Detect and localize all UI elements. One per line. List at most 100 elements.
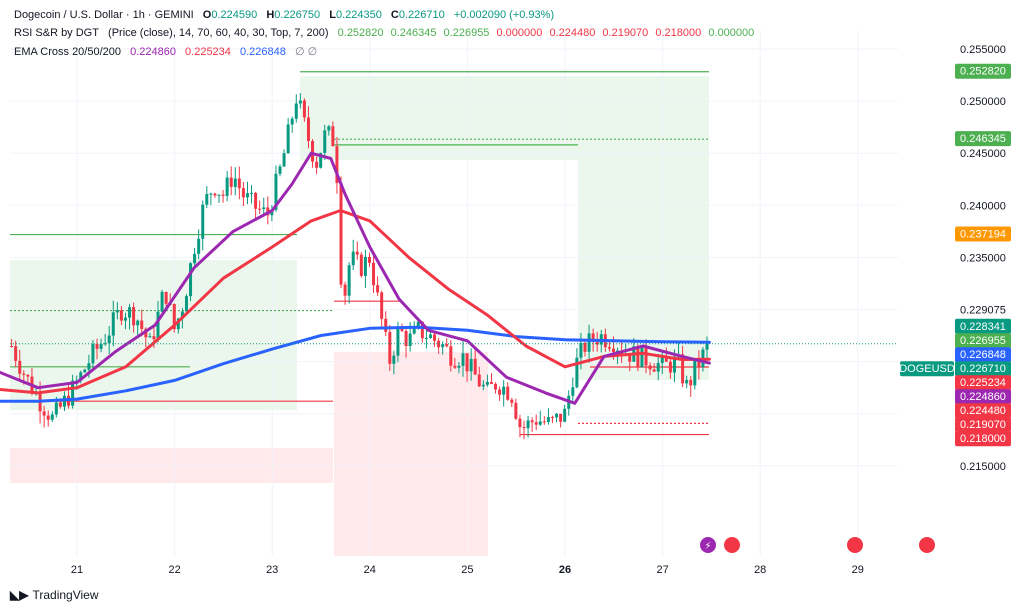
candle-body <box>79 372 83 381</box>
price-tick-label: 0.215000 <box>960 461 1006 473</box>
candle-body <box>359 254 363 276</box>
price-tags: 0.252820 0.246345 0.237194 0.228341 0.226955… <box>899 63 1011 447</box>
rsi-value: 0.246345 <box>390 27 437 39</box>
us-flag-event-icon[interactable] <box>919 537 935 553</box>
candle-body <box>705 343 709 350</box>
candle-body <box>347 265 351 296</box>
candle-body <box>306 117 310 142</box>
candle-body <box>376 285 380 293</box>
price-tag <box>955 131 1011 147</box>
time-tick-label: 24 <box>364 564 376 576</box>
candle-body <box>245 193 249 198</box>
candle-body <box>286 124 290 154</box>
rsi-legend[interactable]: RSI S&R by DGT (Price (close), 14, 70, 6… <box>14 27 758 39</box>
candle-body <box>119 310 123 321</box>
candle-body <box>457 365 461 368</box>
price-tag <box>955 226 1011 242</box>
candle-body <box>71 380 75 406</box>
candle-body <box>128 307 132 318</box>
green-zone-top <box>300 76 709 160</box>
candle-body <box>648 365 652 370</box>
rsi-value: 0.000000 <box>708 27 755 39</box>
candle-body <box>193 253 197 264</box>
candle-body <box>335 146 339 184</box>
candle-body <box>595 341 599 345</box>
price-tag <box>955 361 1011 377</box>
candle-body <box>522 427 526 429</box>
rsi-value: 0.224480 <box>549 27 596 39</box>
candle-body <box>485 382 489 385</box>
candle-body <box>534 422 538 425</box>
price-tag <box>955 63 1011 79</box>
ema-legend[interactable]: EMA Cross 20/50/200 0.224860 0.225234 0.… <box>14 45 323 58</box>
candle-body <box>160 291 164 312</box>
ohlc-open: O0.224590 <box>202 9 258 21</box>
symbol-legend[interactable]: Dogecoin / U.S. Dollar · 1h · GEMINI O0.… <box>14 9 560 21</box>
price-tag <box>955 318 1011 334</box>
candle-body <box>270 209 274 216</box>
symbol-tag-label: DOGEUSD <box>899 363 955 375</box>
candle-body <box>396 328 400 356</box>
candle-body <box>424 338 428 340</box>
candle-body <box>323 130 327 153</box>
rsi-value: 0.000000 <box>496 27 543 39</box>
time-tick-label: 25 <box>461 564 473 576</box>
event-markers[interactable]: ⚡ <box>700 537 935 553</box>
ema20-value: 0.224860 <box>130 46 176 58</box>
candle-body <box>494 383 498 390</box>
candle-body <box>282 153 286 167</box>
candle-body <box>87 363 91 370</box>
candle-body <box>681 354 685 384</box>
candle-body <box>546 417 550 423</box>
rsi-params: (Price (close), 14, 70, 60, 40, 30, Top,… <box>108 27 329 39</box>
candle-body <box>315 161 319 168</box>
ohlc-high: H0.226750 <box>266 9 321 21</box>
price-tag <box>955 333 1011 349</box>
time-tick-label: 26 <box>559 564 571 576</box>
candle-body <box>542 421 546 423</box>
candle-body <box>319 152 323 168</box>
price-tick-label: 0.240000 <box>960 200 1006 212</box>
candle-body <box>54 402 58 415</box>
candle-body <box>201 204 205 239</box>
candle-body <box>640 346 644 368</box>
ema200-line <box>0 325 711 403</box>
candle-body <box>327 126 331 131</box>
candle-body <box>156 311 160 340</box>
candle-body <box>298 100 302 104</box>
tradingview-logo[interactable]: ◣▶ TradingView <box>10 588 99 602</box>
candle-body <box>526 420 530 429</box>
us-flag-event-icon[interactable] <box>724 537 740 553</box>
rsi-name[interactable]: RSI S&R by DGT <box>14 27 99 39</box>
candle-body <box>384 318 388 332</box>
candle-body <box>697 360 701 368</box>
ema-name[interactable]: EMA Cross 20/50/200 <box>14 46 122 58</box>
candle-body <box>18 360 22 374</box>
candle-body <box>367 256 371 263</box>
candle-body <box>664 356 668 362</box>
candle-body <box>416 321 420 327</box>
ema-empty-values: ∅ ∅ <box>294 46 318 58</box>
candle-body <box>26 374 30 377</box>
candle-body <box>453 365 457 368</box>
symbol-title[interactable]: Dogecoin / U.S. Dollar · 1h · GEMINI <box>14 9 194 21</box>
candle-body <box>693 360 697 386</box>
price-tag-label: 0.224860 <box>960 391 1006 403</box>
time-axis[interactable]: 21 22 23 24 25 26 27 28 29 <box>71 564 864 576</box>
candle-body <box>550 417 554 419</box>
candle-body <box>148 336 152 338</box>
candle-body <box>123 317 127 321</box>
candle-body <box>197 238 201 254</box>
price-tag-label: 0.226955 <box>960 335 1006 347</box>
candle-body <box>579 342 583 358</box>
candle-body <box>189 263 193 297</box>
price-axis[interactable]: 0.2150000.2200000.2250000.2290750.235000… <box>960 44 1006 473</box>
candle-body <box>237 178 241 189</box>
candle-body <box>461 353 465 366</box>
event-flash-icon[interactable] <box>700 537 716 553</box>
time-tick-label: 23 <box>266 564 278 576</box>
candle-body <box>469 358 473 372</box>
candle-body <box>140 320 144 329</box>
us-flag-event-icon[interactable] <box>847 537 863 553</box>
